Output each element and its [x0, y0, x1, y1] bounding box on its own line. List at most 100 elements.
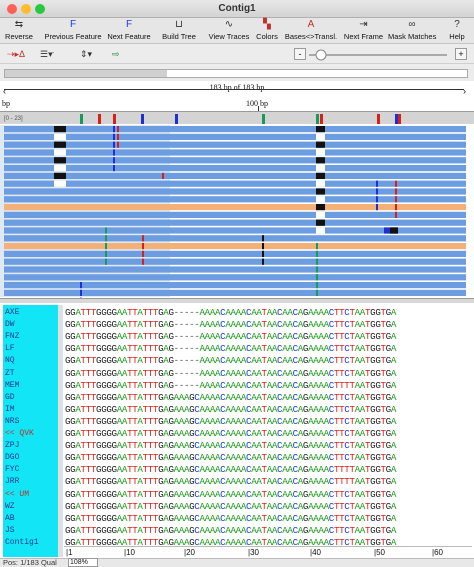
sequence-row[interactable]: GGATTTGGGGAATTATTTGAGAAAGCAAAACAAAACAATA… [65, 440, 396, 452]
sequence-name[interactable]: ZPJ [5, 441, 20, 451]
sequence-name[interactable]: IM [5, 404, 15, 414]
sequence-arrow-icon[interactable]: ⇢▸Δ [7, 49, 26, 59]
sequence-name[interactable]: Contig1 [5, 537, 39, 547]
sort-icon[interactable]: ⇕▾ [80, 49, 93, 59]
sequence-ruler: 183 bp of 183 bp ‹ › bp 100 bp [0, 81, 474, 111]
previous-feature-button[interactable]: F Previous Feature [44, 19, 102, 41]
read-coverage-view[interactable]: [0 - 23] [0, 111, 474, 304]
alignment-ruler: |1 |10 |20 |30 |40 |50 |60 [64, 546, 472, 557]
close-window-button[interactable] [7, 4, 17, 14]
read-variant-mark [395, 204, 397, 211]
sequence-name[interactable]: AXE [5, 308, 20, 317]
sequence-name[interactable]: << UM [5, 489, 30, 499]
zoom-level-select[interactable]: 108% [68, 558, 98, 567]
sequence-row[interactable]: GGATTTGGGGAATTATTTGAG-----AAAACAAAACAATA… [65, 307, 396, 318]
colors-icon: ▚ [263, 19, 271, 30]
sequence-row[interactable]: GGATTTGGGGAATTATTTGAGAAAGCAAAACAAAACAATA… [65, 428, 396, 439]
sequence-name[interactable]: JS [5, 525, 15, 535]
sequence-name[interactable]: FYC [5, 465, 20, 475]
sequence-name[interactable]: AB [5, 513, 15, 523]
zoom-window-button[interactable] [35, 4, 45, 14]
overview-selection[interactable] [5, 70, 167, 77]
sequence-row[interactable]: GGATTTGGGGAATTATTTGAGAAAGCAAAACAAAACAATA… [65, 524, 396, 536]
overview-bar[interactable] [4, 69, 468, 78]
names-separator[interactable] [58, 305, 63, 557]
translate-icon: A [307, 19, 315, 30]
sequence-row[interactable]: GGATTTGGGGAATTATTTGAG-----AAAACAAAACAATA… [65, 343, 396, 355]
read-conflict [316, 165, 325, 172]
sequence-row[interactable]: GGATTTGGGGAATTATTTGAGAAAGCAAAACAAAACAATA… [65, 415, 396, 427]
read-conflict [316, 180, 325, 187]
mask-matches-button[interactable]: ∞ Mask Matches [388, 19, 437, 41]
sequence-name[interactable]: << QVK [5, 429, 34, 438]
read-variant-mark [316, 282, 318, 289]
sequence-row[interactable]: GGATTTGGGGAATTATTTGAGAAAGCAAAACAAAACAATA… [65, 452, 396, 464]
reverse-button[interactable]: ⇆ Reverse [2, 19, 36, 43]
read-bar [4, 133, 466, 140]
sequence-name[interactable]: DW [5, 320, 15, 330]
read-variant-mark [105, 235, 107, 242]
read-bar [4, 211, 466, 218]
ruler-icon[interactable]: ☰▾ [40, 49, 53, 59]
sequence-row[interactable]: GGATTTGGGGAATTATTTGAGAAAGCAAAACAAAACAATA… [65, 500, 396, 512]
view-traces-button[interactable]: ∿ View Traces [208, 19, 250, 41]
sequence-row[interactable]: GGATTTGGGGAATTATTTGAGAAAGCAAAACAAAACAATA… [65, 476, 396, 488]
consensus-track [0, 112, 474, 124]
sequence-row[interactable]: GGATTTGGGGAATTATTTGAGAAAGCAAAACAAAACAATA… [65, 464, 396, 476]
sequence-row[interactable]: GGATTTGGGGAATTATTTGAG-----AAAACAAAACAATA… [65, 379, 396, 391]
ruler-line [4, 89, 464, 90]
read-variant-mark [113, 141, 115, 148]
sequence-alignment-area[interactable]: GGATTTGGGGAATTATTTGAG-----AAAACAAAACAATA… [64, 305, 472, 545]
sequence-name[interactable]: NRS [5, 416, 20, 426]
next-frame-button[interactable]: ⇥ Next Frame [343, 19, 384, 41]
pane-divider[interactable] [0, 299, 474, 303]
consensus-mark [98, 114, 101, 124]
sequence-names-column: AXE DW FNZ LF NQ ZT MEM GD IM NRS << QVK ZPJ DGO FYC J… [3, 305, 58, 557]
sequence-row[interactable]: GGATTTGGGGAATTATTTGAGAAAGCAAAACAAAACAATA… [65, 512, 396, 524]
read-bar [4, 289, 466, 296]
read-conflict [54, 149, 66, 156]
read-bar [4, 250, 466, 257]
bases-translation-button[interactable]: A Bases<>Transl. [284, 19, 338, 41]
read-variant-mark [262, 250, 264, 257]
read-coverage-svg: [0 - 23] [0, 112, 474, 304]
read-bar [4, 258, 466, 265]
minimize-window-button[interactable] [21, 4, 31, 14]
read-variant-mark [395, 180, 397, 187]
sequence-name[interactable]: ZT [5, 368, 15, 378]
sequence-row[interactable]: GGATTTGGGGAATTATTTGAGAAAGCAAAACAAAACAATA… [65, 391, 396, 403]
sequence-row[interactable]: GGATTTGGGGAATTATTTGAG-----AAAACAAAACAATA… [65, 319, 396, 331]
sequence-name[interactable]: JRR [5, 477, 20, 487]
read-conflict [316, 211, 325, 218]
colors-button[interactable]: ▚ Colors [254, 19, 280, 43]
read-conflict [316, 204, 325, 211]
read-conflict [316, 157, 325, 164]
sequence-name[interactable]: DGO [5, 453, 20, 463]
sequence-row[interactable]: GGATTTGGGGAATTATTTGAGAAAGCAAAACAAAACAATA… [65, 488, 396, 500]
sequence-row[interactable]: GGATTTGGGGAATTATTTGAG-----AAAACAAAACAATA… [65, 355, 396, 367]
sequence-row[interactable]: GGATTTGGGGAATTATTTGAG-----AAAACAAAACAATA… [65, 367, 396, 379]
sequence-name[interactable]: GD [5, 392, 15, 402]
sequence-row[interactable]: GGATTTGGGGAATTATTTGAG-----AAAACAAAACAATA… [65, 331, 396, 343]
sequence-name[interactable]: MEM [5, 380, 20, 390]
read-variant-mark [105, 258, 107, 265]
help-button[interactable]: ? Help [446, 19, 468, 43]
read-variant-mark [390, 227, 398, 234]
sequence-row[interactable]: GGATTTGGGGAATTATTTGAGAAAGCAAAACAAAACAATA… [65, 536, 396, 545]
build-tree-button[interactable]: ⊔ Build Tree [160, 19, 198, 43]
zoom-out-button[interactable]: - [294, 48, 306, 60]
read-variant-mark [395, 211, 397, 218]
read-bar [4, 227, 466, 234]
zoom-in-button[interactable]: + [455, 48, 467, 60]
sequence-name[interactable]: NQ [5, 356, 15, 366]
sequence-name[interactable]: WZ [5, 501, 15, 511]
read-bar [4, 172, 466, 179]
zoom-slider[interactable] [307, 49, 449, 61]
sequence-row[interactable]: GGATTTGGGGAATTATTTGAGAAAGCAAAACAAAACAATA… [65, 403, 396, 415]
next-feature-button[interactable]: F Next Feature [107, 19, 151, 41]
sequence-name[interactable]: FNZ [5, 332, 20, 342]
read-bar [4, 196, 466, 203]
read-bar [4, 274, 466, 281]
sequence-name[interactable]: LF [5, 344, 15, 354]
go-arrow-icon[interactable]: ⇨ [112, 49, 120, 59]
